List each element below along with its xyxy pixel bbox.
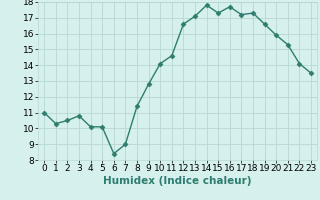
X-axis label: Humidex (Indice chaleur): Humidex (Indice chaleur) (103, 176, 252, 186)
